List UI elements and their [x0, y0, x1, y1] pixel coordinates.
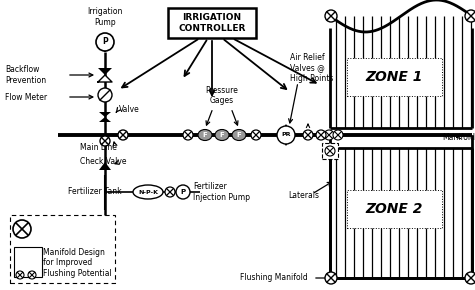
FancyBboxPatch shape — [10, 215, 115, 283]
Text: Pressure
Gages: Pressure Gages — [206, 86, 238, 105]
Circle shape — [100, 136, 110, 146]
Ellipse shape — [198, 130, 212, 140]
Circle shape — [465, 10, 475, 22]
Ellipse shape — [232, 130, 246, 140]
Polygon shape — [99, 112, 111, 117]
FancyBboxPatch shape — [322, 143, 338, 159]
Text: F: F — [203, 132, 208, 138]
Text: PR: PR — [281, 133, 291, 137]
Text: Fertilizer Tank: Fertilizer Tank — [68, 188, 122, 197]
Circle shape — [325, 146, 335, 156]
Text: Flushing Manifold: Flushing Manifold — [240, 273, 308, 282]
Text: Air Relief
Valves @
High Points: Air Relief Valves @ High Points — [290, 53, 333, 83]
Text: Valve: Valve — [119, 104, 140, 113]
FancyBboxPatch shape — [347, 58, 442, 96]
Polygon shape — [98, 68, 112, 75]
Circle shape — [277, 126, 295, 144]
FancyBboxPatch shape — [347, 190, 442, 228]
Circle shape — [183, 130, 193, 140]
Circle shape — [251, 130, 261, 140]
Circle shape — [96, 33, 114, 51]
Text: F: F — [219, 132, 224, 138]
Text: Manifold: Manifold — [442, 133, 475, 142]
Polygon shape — [98, 75, 112, 82]
Text: Manifold Design
for Improved
Flushing Potential: Manifold Design for Improved Flushing Po… — [43, 248, 112, 278]
Circle shape — [316, 130, 326, 140]
Bar — [14, 247, 42, 277]
Circle shape — [165, 187, 175, 197]
Circle shape — [16, 271, 24, 279]
Circle shape — [324, 130, 334, 140]
Circle shape — [325, 272, 337, 284]
Ellipse shape — [133, 185, 163, 199]
Text: P: P — [102, 37, 108, 46]
Circle shape — [118, 130, 128, 140]
Circle shape — [325, 10, 337, 22]
Polygon shape — [99, 162, 111, 170]
Text: ZONE 2: ZONE 2 — [366, 202, 423, 216]
Text: Flow Meter: Flow Meter — [5, 93, 47, 102]
Text: Laterals: Laterals — [288, 191, 319, 200]
Circle shape — [98, 88, 112, 102]
Text: Backflow
Prevention: Backflow Prevention — [5, 65, 46, 85]
Text: ZONE 1: ZONE 1 — [366, 70, 423, 84]
Circle shape — [13, 220, 31, 238]
Text: Irrigation
Pump: Irrigation Pump — [87, 7, 123, 27]
Text: P: P — [180, 189, 186, 195]
Text: F: F — [237, 132, 241, 138]
Circle shape — [176, 185, 190, 199]
Text: N-P-K: N-P-K — [138, 189, 158, 195]
Text: Fertilizer
Injection Pump: Fertilizer Injection Pump — [193, 182, 250, 202]
Bar — [168, 8, 256, 38]
Text: IRRIGATION
CONTROLLER: IRRIGATION CONTROLLER — [178, 13, 246, 33]
Text: Main Line: Main Line — [80, 144, 117, 153]
Polygon shape — [99, 117, 111, 122]
Circle shape — [333, 130, 343, 140]
Ellipse shape — [215, 130, 229, 140]
Circle shape — [303, 130, 313, 140]
Circle shape — [465, 272, 475, 284]
Text: Check Valve: Check Valve — [80, 157, 126, 166]
Circle shape — [28, 271, 36, 279]
